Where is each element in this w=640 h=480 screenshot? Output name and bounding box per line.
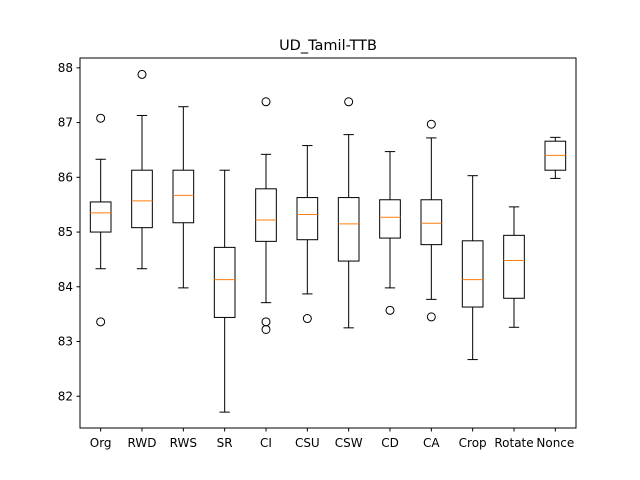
y-tick-label: 88 [58, 61, 73, 75]
x-tick-label-sr: SR [217, 436, 233, 450]
box-group-rwd [131, 69, 153, 270]
outlier-point [302, 314, 312, 324]
box-iqr [379, 199, 401, 239]
y-axis: 82 83 84 85 86 87 88 [58, 61, 80, 403]
y-tick-label: 86 [58, 170, 73, 184]
box-group-csw [337, 97, 360, 329]
plot-area [89, 69, 567, 413]
box-group-csu [296, 145, 319, 324]
box-group-ca [420, 119, 443, 322]
outlier-point [137, 69, 147, 79]
box-iqr [503, 234, 525, 299]
outlier-point [261, 97, 271, 107]
box-iqr [172, 169, 195, 224]
x-axis: Org RWD RWS SR CI CSU CSW CD CA Crop Rotate Nonce [90, 428, 574, 450]
y-tick-label: 83 [58, 335, 73, 349]
box-group-rotate [503, 206, 525, 328]
box-group-org [89, 113, 112, 327]
box-iqr [255, 188, 277, 242]
x-tick-label-cd: CD [381, 436, 399, 450]
x-tick-label-rotate: Rotate [494, 436, 533, 450]
box-iqr [131, 169, 153, 229]
x-tick-label-rws: RWS [170, 436, 197, 450]
outlier-point [426, 312, 436, 322]
x-tick-label-csu: CSU [295, 436, 320, 450]
box-iqr [337, 197, 360, 262]
box-group-ci [255, 97, 277, 334]
outlier-point [261, 324, 271, 334]
x-tick-label-crop: Crop [459, 436, 487, 450]
x-tick-label-nonce: Nonce [536, 436, 574, 450]
x-tick-label-csw: CSW [335, 436, 363, 450]
outlier-point [96, 317, 106, 327]
box-group-crop [461, 175, 484, 361]
x-tick-label-ca: CA [423, 436, 440, 450]
outlier-point [426, 119, 436, 129]
box-group-nonce [544, 136, 567, 179]
box-iqr [213, 246, 236, 318]
x-tick-label-ci: CI [260, 436, 272, 450]
box-group-rws [172, 106, 195, 289]
y-tick-label: 82 [58, 389, 73, 403]
y-tick-label: 84 [58, 280, 73, 294]
box-group-sr [213, 169, 236, 413]
box-group-cd [379, 151, 401, 315]
outlier-point [344, 97, 354, 107]
outlier-point [96, 113, 106, 123]
y-tick-label: 87 [58, 116, 73, 130]
chart-title: UD_Tamil-TTB [279, 38, 377, 54]
x-tick-label-rwd: RWD [128, 436, 157, 450]
box-iqr [296, 197, 319, 241]
axes-frame [79, 57, 577, 429]
x-tick-label-org: Org [90, 436, 112, 450]
box-iqr [461, 240, 484, 308]
y-tick-label: 85 [58, 225, 73, 239]
outlier-point [385, 305, 395, 315]
box-iqr [420, 199, 443, 246]
box-iqr [89, 201, 112, 233]
